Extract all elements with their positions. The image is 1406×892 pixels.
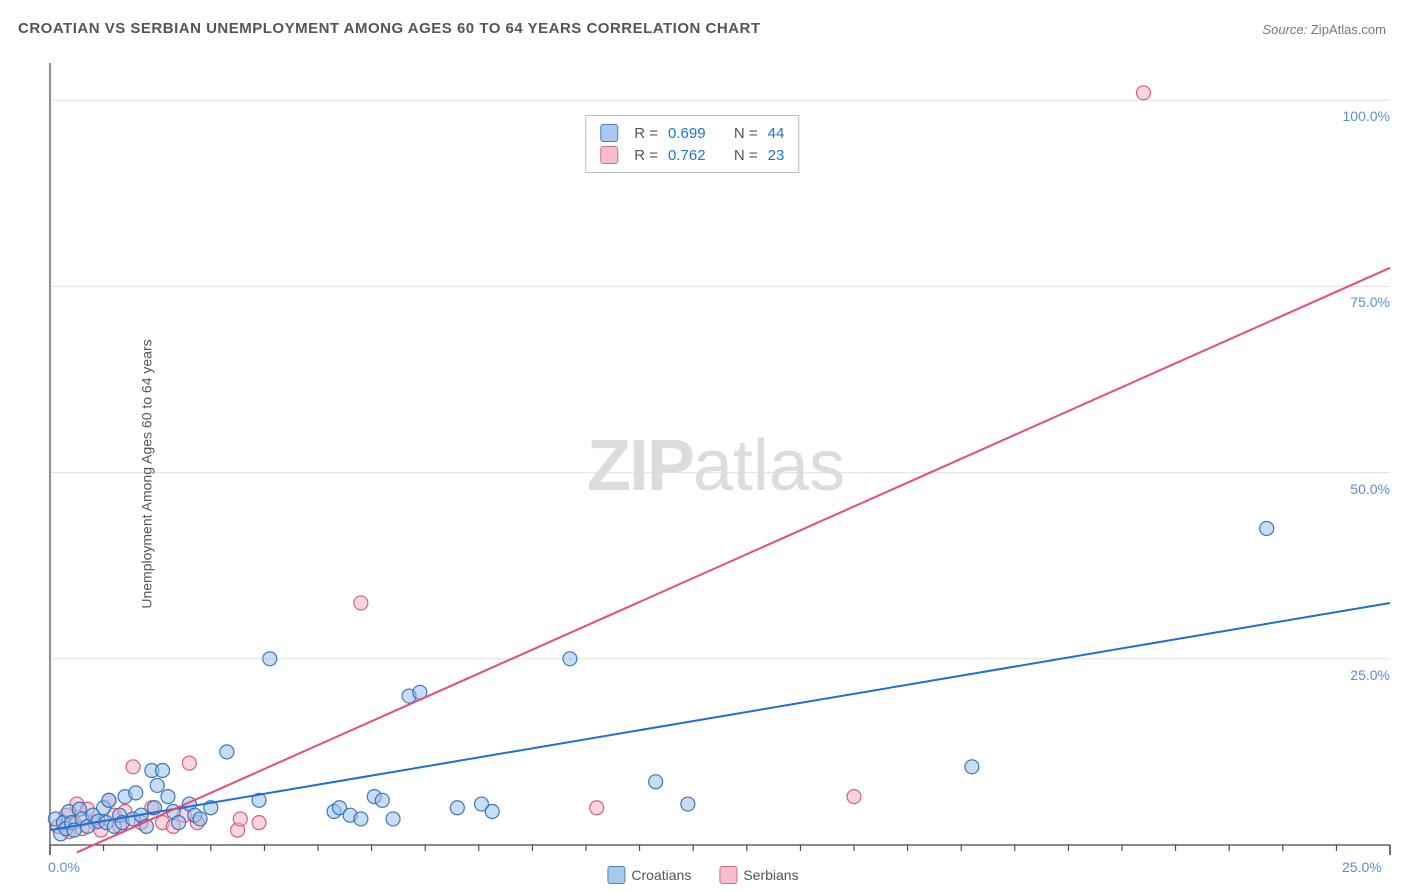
r-prefix: R =: [634, 147, 658, 164]
r-prefix: R =: [634, 125, 658, 142]
bottom-legend: Croatians Serbians: [607, 866, 798, 884]
y-tick-label: 100.0%: [1343, 108, 1390, 124]
legend-label-croatians: Croatians: [631, 867, 691, 883]
source-attribution: Source: ZipAtlas.com: [1262, 22, 1386, 37]
n-prefix: N =: [734, 125, 758, 142]
scatter-chart-svg: [0, 55, 1406, 892]
corr-row-croatians: R = 0.699 N = 44: [600, 122, 784, 144]
r-value-serbians: 0.762: [668, 147, 706, 164]
n-prefix: N =: [734, 147, 758, 164]
x-tick-label: 25.0%: [1342, 859, 1382, 875]
y-axis-label: Unemployment Among Ages 60 to 64 years: [139, 339, 155, 608]
swatch-serbians-icon: [719, 866, 737, 884]
source-name: ZipAtlas.com: [1311, 22, 1386, 37]
y-tick-label: 50.0%: [1350, 481, 1390, 497]
corr-row-serbians: R = 0.762 N = 23: [600, 144, 784, 166]
swatch-serbians-icon: [600, 146, 618, 164]
chart-area: ZIPatlas R = 0.699 N = 44 R = 0.762 N = …: [0, 55, 1406, 892]
correlation-legend-box: R = 0.699 N = 44 R = 0.762 N = 23: [585, 115, 799, 173]
swatch-croatians-icon: [607, 866, 625, 884]
swatch-croatians-icon: [600, 124, 618, 142]
x-tick-label: 0.0%: [48, 859, 80, 875]
n-value-serbians: 23: [768, 147, 785, 164]
legend-item-serbians: Serbians: [719, 866, 798, 884]
source-label: Source:: [1262, 22, 1307, 37]
legend-label-serbians: Serbians: [743, 867, 798, 883]
r-value-croatians: 0.699: [668, 125, 706, 142]
n-value-croatians: 44: [768, 125, 785, 142]
legend-item-croatians: Croatians: [607, 866, 691, 884]
y-tick-label: 25.0%: [1350, 667, 1390, 683]
chart-title: CROATIAN VS SERBIAN UNEMPLOYMENT AMONG A…: [18, 20, 761, 37]
y-tick-label: 75.0%: [1350, 294, 1390, 310]
